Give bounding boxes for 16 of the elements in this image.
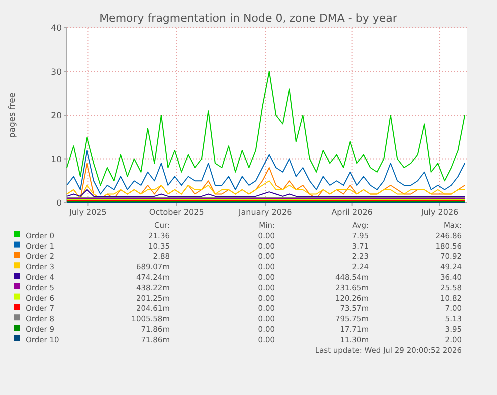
chart-title: Memory fragmentation in Node 0, zone DMA - by year: [100, 12, 398, 25]
x-tick-label: October 2025: [149, 208, 204, 217]
y-tick-label: 40: [51, 24, 62, 34]
x-tick-label: January 2026: [238, 208, 292, 217]
y-tick-label: 20: [51, 112, 62, 122]
line-series: [66, 189, 466, 197]
y-tick-label: 30: [51, 68, 62, 78]
x-tick-label: July 2025: [68, 208, 107, 217]
y-tick-label: 0: [56, 199, 62, 209]
line-series: [66, 150, 466, 195]
x-tick-label: July 2026: [420, 208, 459, 217]
line-series: [66, 180, 466, 200]
x-tick-label: April 2026: [332, 208, 373, 217]
line-series: [66, 71, 466, 186]
y-tick-label: 10: [51, 155, 62, 166]
y-axis-title: pages free: [8, 92, 18, 138]
